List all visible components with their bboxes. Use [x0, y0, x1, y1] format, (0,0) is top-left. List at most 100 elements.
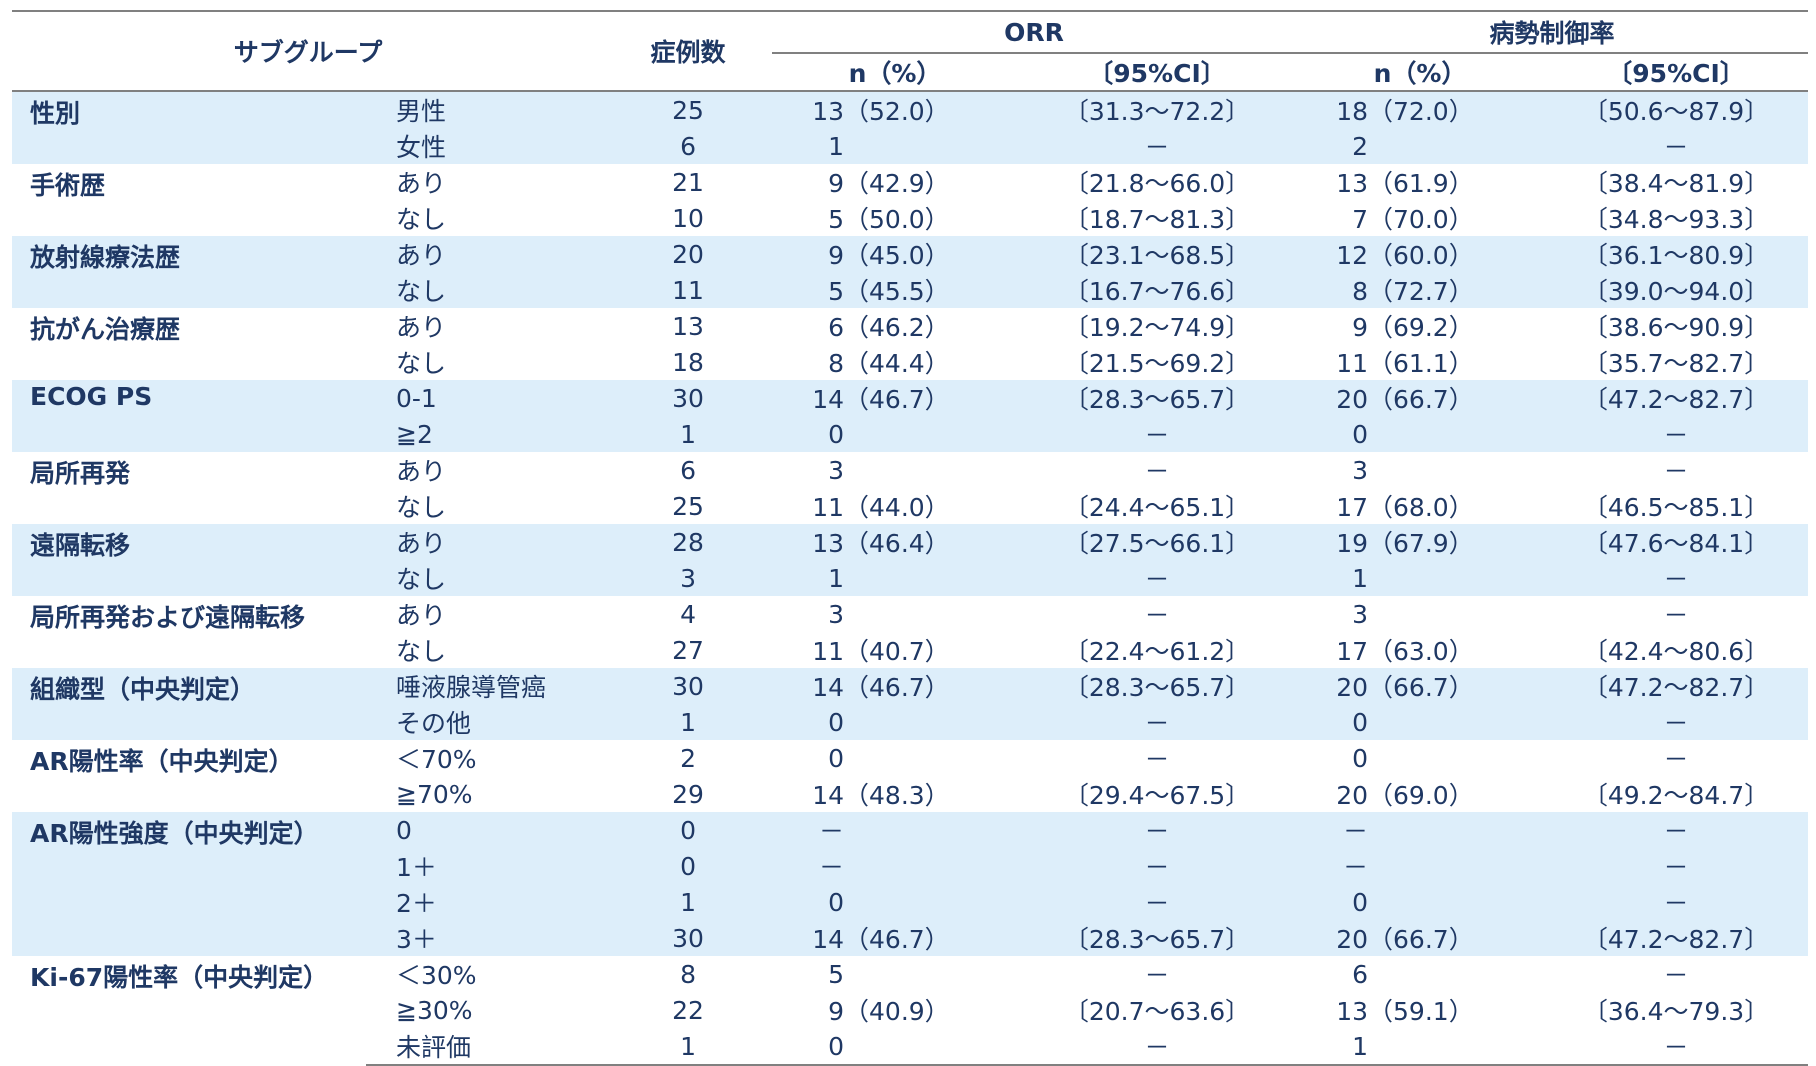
dcr-ci: 〔47.2～82.7〕 — [1544, 920, 1809, 956]
dcr-ci: － — [1544, 704, 1809, 740]
case-count: 25 — [604, 91, 773, 128]
subgroup-level: 1＋ — [366, 848, 605, 884]
case-count: 21 — [672, 167, 704, 197]
dcr-pct: （67.9） — [1368, 529, 1474, 558]
dcr-pct: （72.7） — [1368, 277, 1474, 306]
dcr-pct: （60.0） — [1368, 241, 1474, 270]
dcr-n-pct: 19（67.9） — [1296, 524, 1545, 560]
subgroup-level: なし — [396, 205, 447, 234]
dcr-n-pct: 18（72.0） — [1296, 91, 1545, 128]
dcr-ci: － — [1663, 601, 1689, 630]
subgroup-category: 放射線療法歴 — [12, 236, 366, 308]
orr-pct: （48.3） — [844, 781, 950, 810]
orr-n: 0 — [828, 743, 845, 773]
dcr-ci: 〔36.4～79.3〕 — [1582, 997, 1770, 1026]
orr-ci: 〔28.3～65.7〕 — [1018, 920, 1297, 956]
orr-n-pct: 9（42.9） — [772, 164, 1018, 200]
case-count: 1 — [604, 416, 773, 452]
dcr-n: 1 — [1352, 1031, 1369, 1061]
dcr-n-pct: 3 — [1296, 452, 1544, 488]
case-count: 22 — [672, 995, 704, 1025]
dcr-n-pct: 17（63.0） — [1296, 632, 1544, 668]
dcr-ci: 〔39.0～94.0〕 — [1544, 272, 1809, 308]
orr-n: 0 — [828, 419, 845, 449]
table-row: Ki-67陽性率（中央判定） ＜30% 8 5 － 6 － — [12, 956, 1808, 993]
orr-n: 1 — [828, 131, 845, 161]
case-count: 30 — [604, 668, 773, 704]
dcr-n: 0 — [1352, 887, 1369, 917]
dcr-n-pct: 20（66.7） — [1296, 668, 1545, 704]
orr-n-pct: 13（52.0） — [772, 91, 1019, 128]
orr-n-pct: 1 — [772, 560, 1019, 596]
orr-ci: 〔21.8～66.0〕 — [1063, 169, 1251, 198]
orr-n-pct: 0 — [772, 704, 1019, 740]
dcr-n-pct: 0 — [1296, 704, 1545, 740]
dcr-ci: 〔47.6～84.1〕 — [1544, 524, 1809, 560]
subgroup-results-table: サブグループ 症例数 ORR 病勢制御率 n（%） 〔95%CI〕 n（%） 〔… — [12, 10, 1809, 1066]
subgroup-category: Ki-67陽性率（中央判定） — [30, 963, 329, 992]
subgroup-level: 0 — [366, 812, 605, 848]
orr-n-pct: 5（50.0） — [772, 200, 1018, 236]
orr-ci: － — [1018, 848, 1297, 884]
case-count: 2 — [680, 743, 696, 773]
orr-n-pct: 11（40.7） — [772, 632, 1018, 668]
dcr-pct: （72.0） — [1368, 97, 1474, 126]
dcr-n: － — [1343, 817, 1369, 846]
dcr-ci: 〔38.4～81.9〕 — [1582, 169, 1770, 198]
case-count: 8 — [680, 959, 696, 989]
dcr-n-pct: 6 — [1296, 956, 1544, 992]
table-row: 遠隔転移 あり 28 13（46.4） 〔27.5～66.1〕 19（67.9） 〔47.6… — [12, 524, 1809, 596]
dcr-pct: （59.1） — [1368, 997, 1474, 1026]
orr-ci: － — [1144, 601, 1170, 630]
table-row: AR陽性強度（中央判定） 0 0 －－－－ — [12, 812, 1809, 956]
subgroup-category: 抗がん治療歴 — [30, 315, 181, 344]
subgroup-level: あり — [396, 169, 447, 198]
dcr-ci: － — [1663, 457, 1689, 486]
header-orr: ORR — [772, 11, 1297, 54]
orr-n: 8 — [828, 349, 845, 378]
dcr-n: 11 — [1336, 349, 1369, 378]
orr-n: 0 — [828, 707, 845, 737]
subgroup-level: あり — [396, 601, 447, 630]
orr-n: － — [819, 817, 845, 846]
dcr-n: 2 — [1352, 131, 1369, 161]
dcr-n-pct: 3 — [1296, 596, 1544, 632]
dcr-pct: （68.0） — [1368, 493, 1474, 522]
dcr-n-pct: 20（66.7） — [1296, 380, 1545, 416]
table-row: 2＋ 1 0 － 0 － — [12, 884, 1809, 920]
dcr-n-pct: 0 — [1296, 884, 1545, 920]
orr-n-pct: 14（48.3） — [772, 776, 1018, 812]
dcr-n-pct: 17（68.0） — [1296, 488, 1544, 524]
orr-n: 14 — [812, 385, 845, 414]
dcr-n-pct: 2 — [1296, 128, 1545, 164]
dcr-n: 20 — [1336, 781, 1369, 810]
table-row: 局所再発および遠隔転移 あり 4 3 － 3 － — [12, 596, 1808, 633]
orr-n-pct: 3 — [772, 596, 1018, 632]
dcr-n: － — [1343, 853, 1369, 882]
table-header: サブグループ 症例数 ORR 病勢制御率 n（%） 〔95%CI〕 n（%） 〔… — [12, 11, 1809, 91]
orr-ci: － — [1018, 884, 1297, 920]
case-count: 30 — [604, 380, 773, 416]
dcr-n: 8 — [1352, 277, 1369, 306]
dcr-n: 3 — [1352, 599, 1369, 629]
case-count: 25 — [672, 491, 704, 521]
table-row: ≧70% 29 14（48.3） 〔29.4～67.5〕 20（69.0） 〔49.2～8… — [12, 776, 1808, 812]
dcr-n-pct: 9（69.2） — [1296, 308, 1544, 344]
table-row: なし 27 11（40.7） 〔22.4～61.2〕 17（63.0） 〔42.4～80.… — [12, 632, 1808, 668]
subgroup-level: なし — [366, 272, 605, 308]
orr-n: 0 — [828, 887, 845, 917]
subgroup-level: なし — [396, 493, 447, 522]
dcr-ci: － — [1544, 1028, 1809, 1066]
table-row: 3＋ 30 14（46.7） 〔28.3～65.7〕 20（66.7） 〔47.2～82.… — [12, 920, 1809, 956]
orr-n-pct: － — [772, 812, 1019, 848]
dcr-n-pct: 7（70.0） — [1296, 200, 1544, 236]
subgroup-level: ≧30% — [396, 995, 473, 1025]
table-row: 手術歴 あり 21 9（42.9） 〔21.8～66.0〕 13（61.9） 〔38.4～8… — [12, 164, 1808, 201]
orr-ci: 〔16.7～76.6〕 — [1018, 272, 1297, 308]
dcr-n-pct: 1 — [1296, 560, 1545, 596]
orr-pct: （42.9） — [844, 169, 950, 198]
dcr-n: 7 — [1352, 205, 1369, 234]
subgroup-level: ≧70% — [396, 779, 473, 809]
case-count: 1 — [604, 884, 773, 920]
dcr-pct: （63.0） — [1368, 637, 1474, 666]
